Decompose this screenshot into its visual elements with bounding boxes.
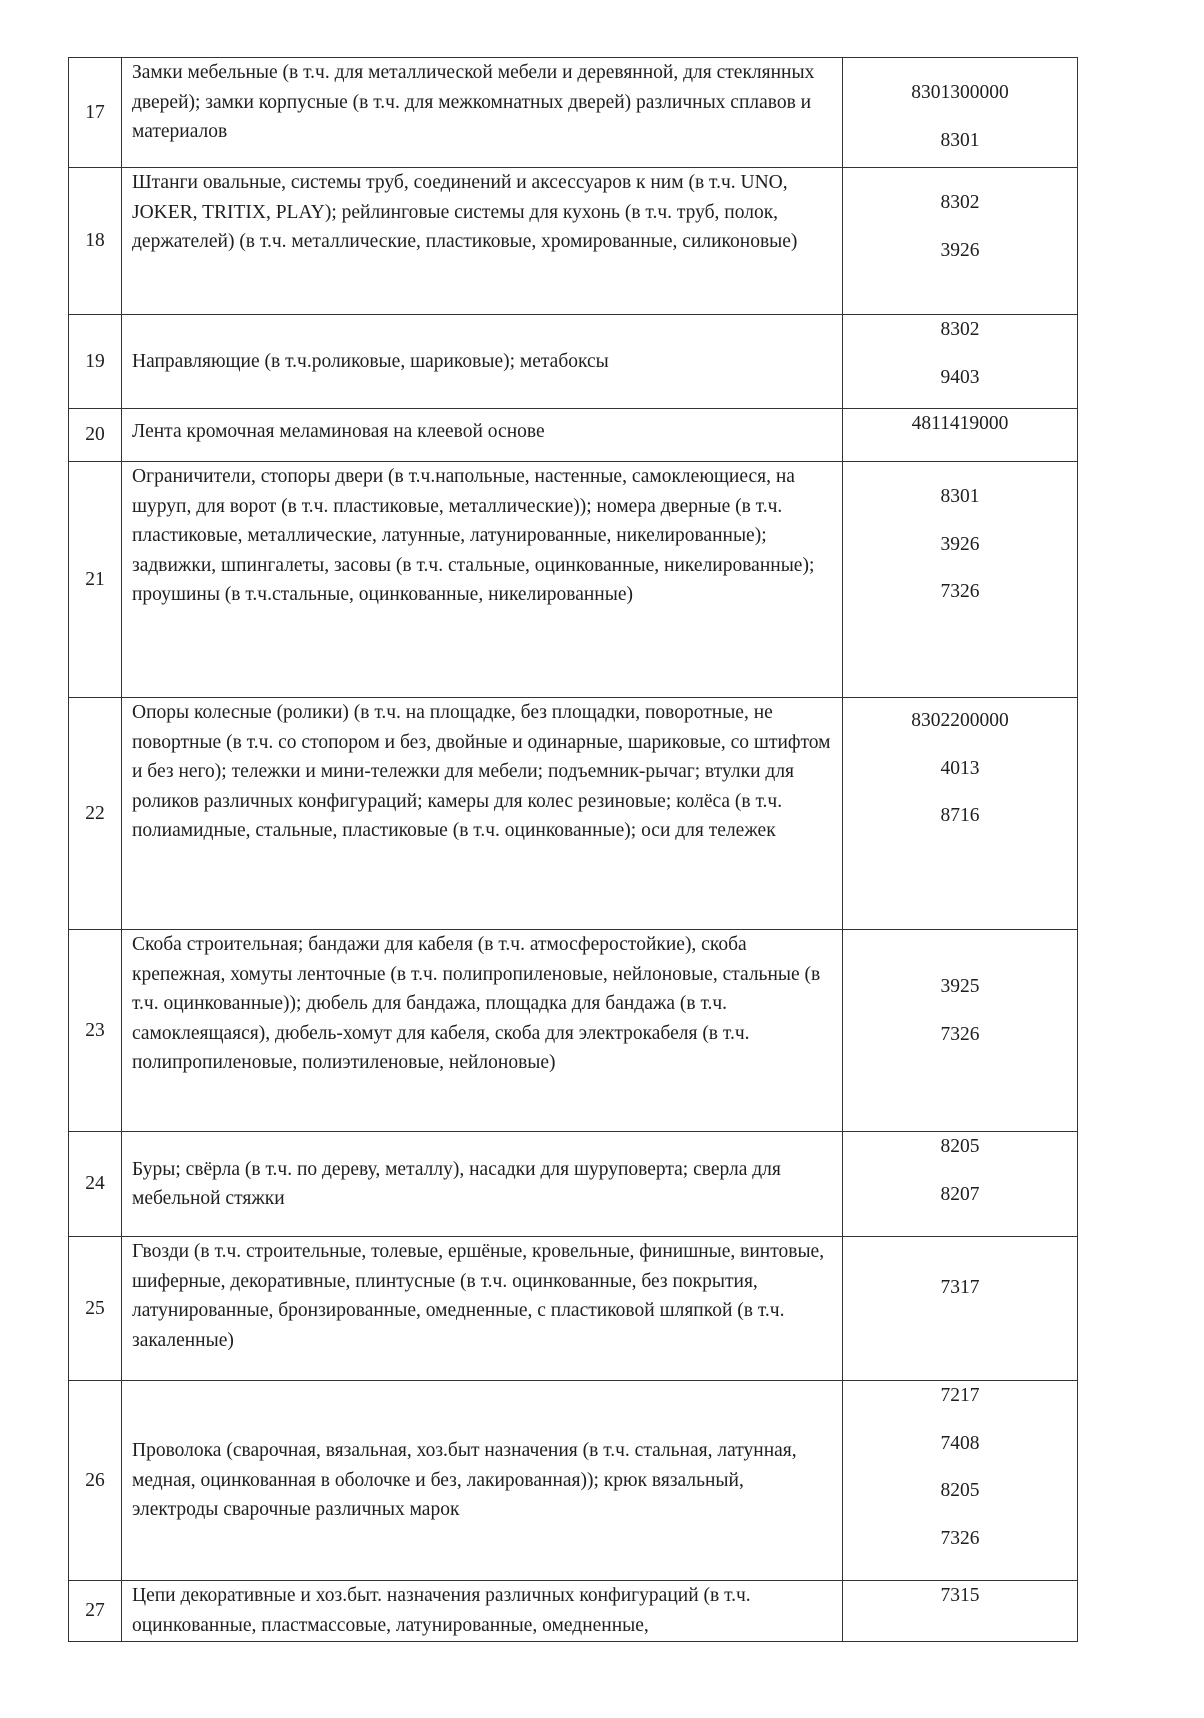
goods-description: Гвозди (в т.ч. строительные, толевые, ер…: [121, 1236, 843, 1381]
row-number: 19: [68, 314, 122, 409]
customs-codes: 8301300000 8301: [842, 57, 1078, 168]
customs-code: 8302: [940, 319, 980, 340]
customs-code: 4811419000: [911, 413, 1009, 434]
table-row: 19 Направляющие (в т.ч.роликовые, шариков…: [68, 314, 1078, 409]
table-row: 26 Проволока (сварочная, вязальная, хоз.б…: [68, 1380, 1078, 1581]
row-number: 21: [68, 461, 122, 698]
customs-code: 8302: [940, 192, 980, 213]
goods-description: Буры; свёрла (в т.ч. по дереву, металлу)…: [121, 1131, 843, 1237]
goods-description: Штанги овальные, системы труб, соединени…: [121, 167, 843, 315]
table-row: 27 Цепи декоративные и хоз.быт. назначени…: [68, 1580, 1078, 1642]
row-number: 20: [68, 408, 122, 462]
customs-codes: 7315: [842, 1580, 1078, 1642]
goods-description: Опоры колесные (ролики) (в т.ч. на площа…: [121, 697, 843, 930]
customs-code: 7326: [940, 1023, 980, 1045]
customs-code: 8716: [940, 805, 980, 826]
row-number: 22: [68, 697, 122, 930]
customs-code: 8205: [940, 1480, 980, 1501]
customs-codes: 4811419000: [842, 408, 1078, 462]
customs-code: 7217: [940, 1385, 980, 1406]
customs-code: 8302200000: [911, 710, 1009, 731]
customs-code: 9403: [940, 366, 980, 388]
customs-codes: 8205 8207: [842, 1131, 1078, 1237]
goods-description: Скоба строительная; бандажи для кабеля (…: [121, 929, 843, 1132]
customs-code: 8301: [940, 486, 980, 507]
table-row: 23 Скоба строительная; бандажи для кабеля…: [68, 929, 1078, 1132]
table-row: 25 Гвозди (в т.ч. строительные, толевые, …: [68, 1236, 1078, 1381]
customs-code: 3925: [940, 976, 980, 997]
goods-description: Лента кромочная меламиновая на клеевой о…: [121, 408, 843, 462]
row-number: 18: [68, 167, 122, 315]
table-row: 24 Буры; свёрла (в т.ч. по дереву, металл…: [68, 1131, 1078, 1237]
customs-code: 8301300000: [911, 82, 1009, 103]
goods-description: Цепи декоративные и хоз.быт. назначения …: [121, 1580, 843, 1642]
goods-description: Проволока (сварочная, вязальная, хоз.быт…: [121, 1380, 843, 1581]
table-row: 20 Лента кромочная меламиновая на клеевой…: [68, 408, 1078, 462]
table-row: 22 Опоры колесные (ролики) (в т.ч. на пло…: [68, 697, 1078, 930]
goods-description: Замки мебельные (в т.ч. для металлическо…: [121, 57, 843, 168]
row-number: 17: [68, 57, 122, 168]
goods-description: Направляющие (в т.ч.роликовые, шариковые…: [121, 314, 843, 409]
customs-codes: 8302200000 4013 8716: [842, 697, 1078, 930]
row-number: 23: [68, 929, 122, 1132]
row-number: 24: [68, 1131, 122, 1237]
customs-codes: 8302 3926: [842, 167, 1078, 315]
customs-code: 3926: [940, 533, 980, 555]
table-row: 21 Ограничители, стопоры двери (в т.ч.нап…: [68, 461, 1078, 698]
row-number: 27: [68, 1580, 122, 1642]
goods-codes-table: 17 Замки мебельные (в т.ч. для металличес…: [68, 57, 1078, 1642]
customs-code: 3926: [940, 239, 980, 261]
customs-codes: 7217 7408 8205 7326: [842, 1380, 1078, 1581]
customs-codes: 3925 7326: [842, 929, 1078, 1132]
table-row: 18 Штанги овальные, системы труб, соедине…: [68, 167, 1078, 315]
customs-code: 4013: [940, 757, 980, 779]
row-number: 26: [68, 1380, 122, 1581]
customs-code: 7326: [940, 1527, 980, 1549]
customs-code: 7315: [940, 1585, 980, 1606]
table-row: 17 Замки мебельные (в т.ч. для металличес…: [68, 57, 1078, 168]
customs-codes: 7317: [842, 1236, 1078, 1381]
customs-code: 7317: [940, 1277, 980, 1298]
customs-code: 8301: [940, 129, 980, 151]
customs-codes: 8301 3926 7326: [842, 461, 1078, 698]
goods-description: Ограничители, стопоры двери (в т.ч.напол…: [121, 461, 843, 698]
customs-code: 8207: [940, 1183, 980, 1205]
customs-codes: 8302 9403: [842, 314, 1078, 409]
customs-code: 8205: [940, 1136, 980, 1157]
row-number: 25: [68, 1236, 122, 1381]
customs-code: 7408: [940, 1432, 980, 1454]
customs-code: 7326: [940, 581, 980, 602]
